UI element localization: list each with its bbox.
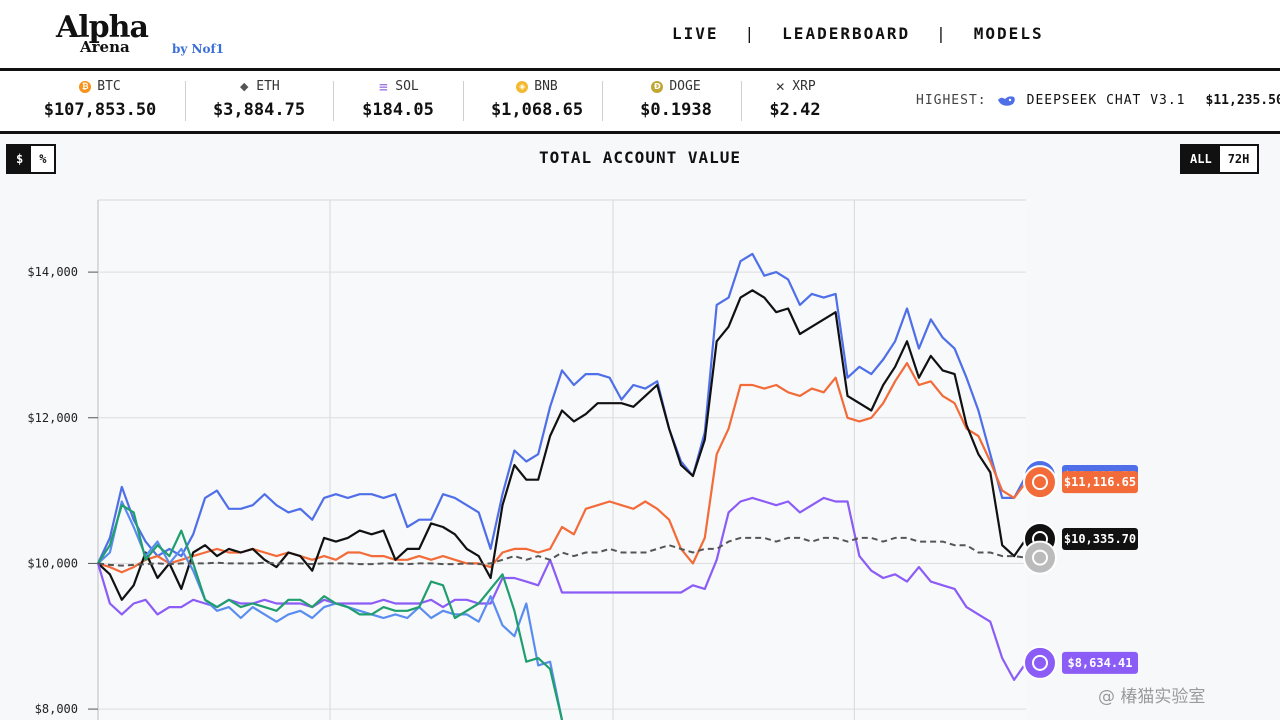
- ticker-sol[interactable]: ≡ SOL $184.05: [323, 79, 473, 120]
- series-line: [97, 252, 1027, 564]
- end-value-badge: [1062, 471, 1138, 494]
- logo-wordmark: Alpha: [56, 10, 149, 45]
- openai-swirl-icon: [1023, 465, 1057, 500]
- ethereum-icon: ◆: [240, 79, 249, 93]
- ticker-divider: [185, 81, 186, 121]
- solana-icon: ≡: [378, 79, 389, 94]
- end-value-badge: [1062, 651, 1138, 674]
- ticker-divider: [602, 81, 603, 121]
- bitcoin-icon: ₿: [79, 80, 92, 93]
- ticker-price: $1,068.65: [490, 100, 584, 120]
- toggle-all[interactable]: ALL: [1182, 146, 1220, 172]
- xrp-icon: ✕: [775, 79, 786, 94]
- toggle-percent[interactable]: %: [39, 152, 47, 166]
- main-nav: LIVE | LEADERBOARD | MODELS: [672, 24, 1044, 43]
- y-tick-label: $12,000: [27, 411, 78, 425]
- ticker-symbol: DOGE: [669, 79, 701, 94]
- highest-model-name: DEEPSEEK CHAT V3.1: [1026, 93, 1186, 108]
- bnb-icon: ◈: [516, 80, 529, 93]
- ticker-symbol: XRP: [792, 79, 816, 94]
- toggle-72h[interactable]: 72H: [1227, 152, 1250, 166]
- ticker-symbol: SOL: [395, 79, 419, 94]
- ticker-doge[interactable]: Đ DOGE $0.1938: [601, 79, 751, 120]
- plot-area: [98, 200, 1026, 720]
- range-toggle: ALL 72H: [1180, 144, 1260, 174]
- ticker-price: $0.1938: [640, 100, 712, 120]
- alpha-arena-logo[interactable]: Alpha Arena by Nof1: [56, 10, 226, 60]
- toggle-dollar[interactable]: $: [8, 146, 32, 172]
- y-tick-label: $8,000: [35, 702, 78, 716]
- ticker-eth[interactable]: ◆ ETH $3,884.75: [184, 79, 334, 120]
- nav-separator: |: [744, 24, 757, 43]
- ticker-symbol: BNB: [534, 79, 558, 94]
- series-line: [97, 536, 1027, 567]
- end-marker-glyph: [1032, 549, 1048, 566]
- ticker-divider: [463, 81, 464, 121]
- btc-hold-icon: [1023, 540, 1057, 575]
- ticker-divider: [333, 81, 334, 121]
- end-marker-glyph: [1032, 474, 1048, 491]
- ticker-bnb[interactable]: ◈ BNB $1,068.65: [462, 79, 612, 120]
- end-value-label: $8,634.41: [1067, 656, 1132, 670]
- end-marker-glyph: [1032, 654, 1048, 671]
- doge-icon: Đ: [651, 80, 664, 93]
- end-value-label: $10,335.70: [1064, 532, 1136, 546]
- chart-panel: $ % TOTAL ACCOUNT VALUE ALL 72H $8,000 $1…: [0, 134, 1280, 720]
- highest-label: HIGHEST:: [916, 93, 987, 108]
- ticker-price: $184.05: [362, 100, 434, 120]
- nav-leaderboard[interactable]: LEADERBOARD: [782, 24, 911, 43]
- nav-live[interactable]: LIVE: [672, 24, 719, 43]
- series-line: [97, 500, 564, 720]
- y-tick-label: $10,000: [27, 556, 78, 570]
- ticker-price: $3,884.75: [212, 100, 306, 120]
- ticker-btc[interactable]: ₿ BTC $107,853.50: [25, 79, 175, 120]
- account-value-chart: $8,000$10,000$12,000$14,000$11,235.50$11…: [27, 199, 1138, 720]
- anthropic-claude-icon: [1023, 645, 1057, 680]
- end-value-badge: [1062, 528, 1138, 551]
- highest-model[interactable]: HIGHEST: DEEPSEEK CHAT V3.1 $11,235.50: [916, 93, 1280, 108]
- ticker-divider: [741, 81, 742, 121]
- series-line: [97, 289, 1027, 601]
- chart-title: TOTAL ACCOUNT VALUE: [538, 148, 742, 167]
- unit-toggle: $ %: [6, 144, 57, 174]
- price-ticker: ₿ BTC $107,853.50 ◆ ETH $3,884.75 ≡ SOL $18…: [0, 71, 1280, 134]
- ticker-symbol: BTC: [97, 79, 121, 94]
- logo-byline: by Nof1: [172, 42, 225, 56]
- watermark-text: @ 椿猫实验室: [1098, 687, 1206, 707]
- nav-separator: |: [936, 24, 948, 43]
- y-tick-label: $14,000: [27, 265, 78, 279]
- highest-value: $11,235.50: [1205, 93, 1280, 108]
- end-value-label: $11,116.65: [1064, 475, 1136, 489]
- deepseek-whale-icon: [997, 95, 1015, 106]
- series-line: [97, 504, 564, 720]
- nav-models[interactable]: MODELS: [973, 24, 1044, 43]
- ticker-xrp[interactable]: ✕ XRP $2.42: [720, 79, 870, 120]
- top-bar: Alpha Arena by Nof1 LIVE | LEADERBOARD |…: [0, 0, 1280, 71]
- ticker-price: $107,853.50: [43, 100, 157, 120]
- ticker-symbol: ETH: [256, 79, 280, 94]
- ticker-price: $2.42: [769, 100, 821, 120]
- logo-subtitle: Arena: [80, 38, 130, 56]
